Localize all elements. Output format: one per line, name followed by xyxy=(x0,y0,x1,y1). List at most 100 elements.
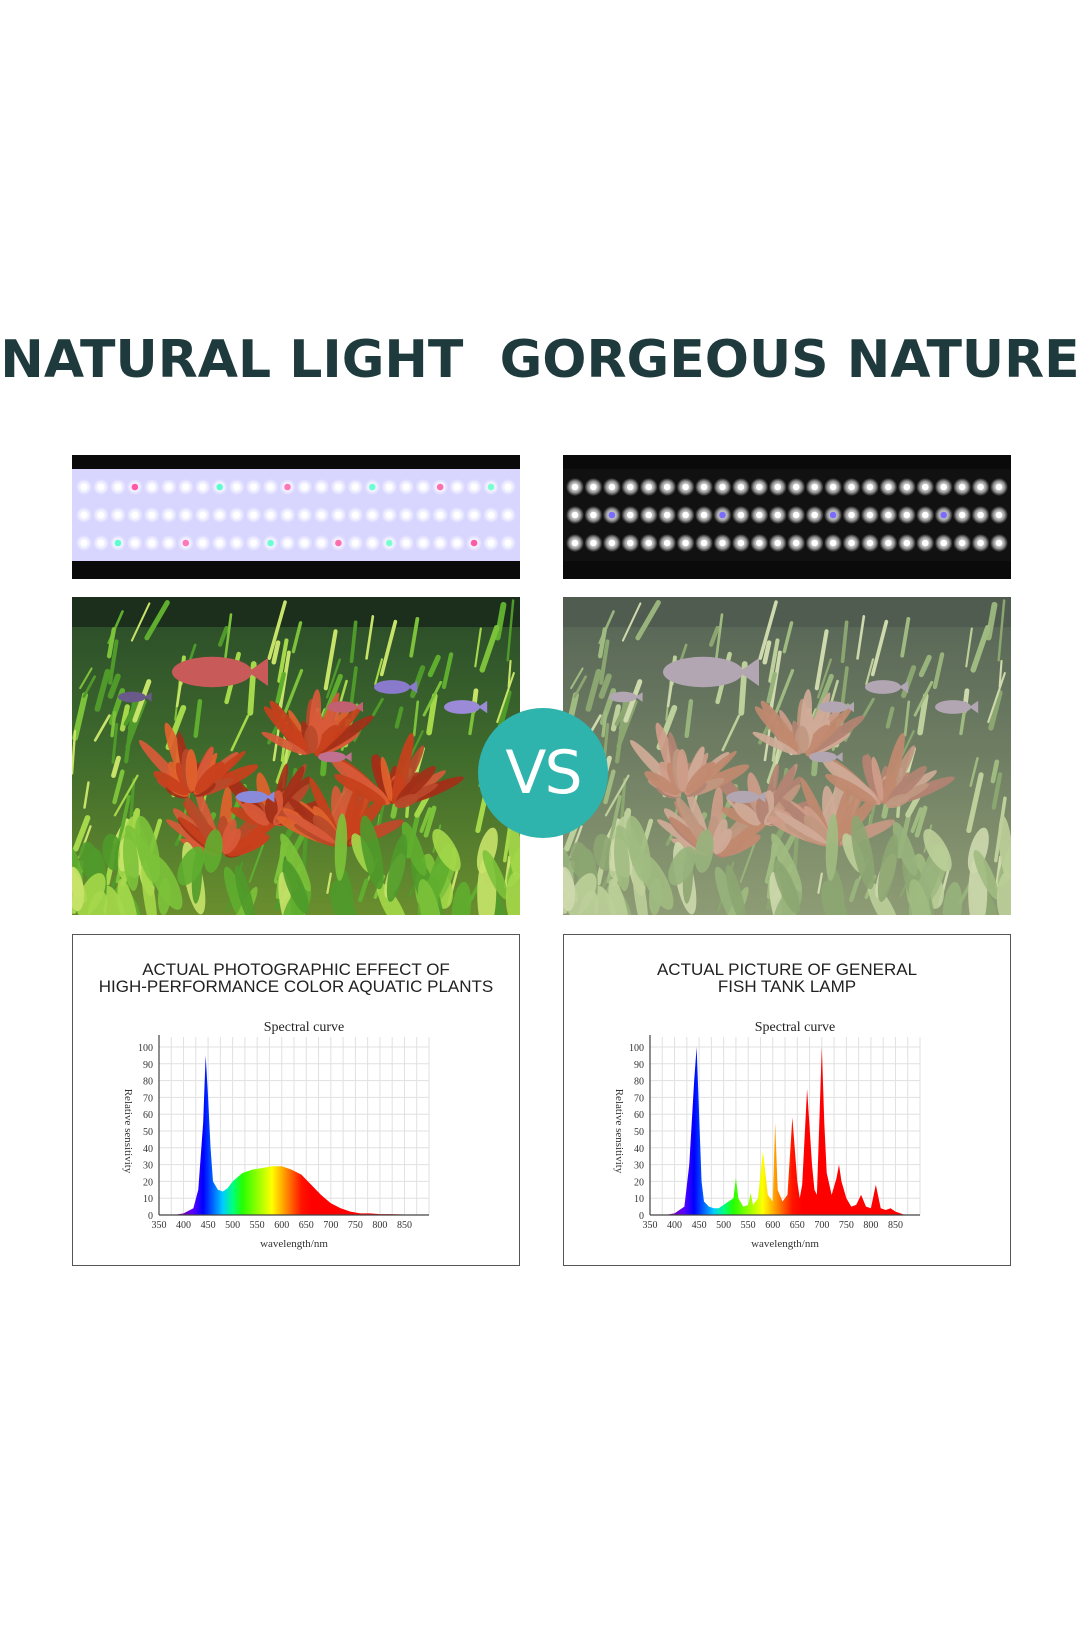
led-dot xyxy=(848,483,855,491)
plant-leaf xyxy=(494,601,507,641)
y-axis-label: Relative sensitivity xyxy=(122,1089,134,1174)
plant-leaf xyxy=(234,864,255,915)
plant-leaf xyxy=(918,654,932,678)
led-dot xyxy=(352,483,359,491)
plant-leaf xyxy=(87,890,108,915)
plant-leaf xyxy=(763,727,771,762)
red-plant-leaf xyxy=(242,802,270,826)
plant-leaf xyxy=(113,774,139,817)
plant-leaf xyxy=(610,704,621,732)
led-dot xyxy=(131,539,139,547)
led-dot xyxy=(977,511,984,519)
plant-leaf xyxy=(280,833,311,892)
led-dot xyxy=(792,511,800,519)
fish-tail xyxy=(846,701,854,713)
led-dot xyxy=(571,511,579,519)
led-dot xyxy=(977,483,984,491)
plant-leaf xyxy=(917,692,929,736)
spectrum-chart-card-right: ACTUAL PICTURE OF GENERAL FISH TANK LAMP… xyxy=(563,934,1011,1266)
y-tick-label: 100 xyxy=(138,1043,153,1054)
led-dot xyxy=(199,539,207,547)
plant-leaf xyxy=(771,833,802,892)
plant-leaf xyxy=(593,833,614,871)
led-dot xyxy=(885,539,892,547)
plant-leaf xyxy=(135,815,161,883)
red-plant-leaf xyxy=(185,749,198,792)
led-dot xyxy=(719,483,726,491)
plant-leaf xyxy=(608,878,630,915)
plant-leaf xyxy=(814,629,829,691)
plant-leaf xyxy=(578,890,599,915)
led-dot xyxy=(148,539,156,547)
y-tick-label: 50 xyxy=(634,1127,644,1138)
plant-leaf xyxy=(598,673,612,699)
led-dot xyxy=(216,511,223,519)
red-plant-leaf xyxy=(885,793,910,809)
led-dot xyxy=(284,539,291,547)
plant-leaf xyxy=(990,759,1000,784)
fish xyxy=(172,656,252,688)
chart-title: Spectral curve xyxy=(264,1020,344,1035)
fish xyxy=(118,691,146,703)
x-tick-label: 750 xyxy=(348,1220,363,1231)
plant-leaf xyxy=(967,827,989,874)
plant-leaf xyxy=(599,639,610,685)
plant-leaf xyxy=(626,815,652,883)
plant-leaf xyxy=(419,807,432,833)
led-dot xyxy=(645,511,653,519)
red-plant-leaf xyxy=(312,815,340,845)
spectrum-area xyxy=(173,1055,420,1215)
vs-badge: VS xyxy=(478,708,608,838)
y-tick-label: 10 xyxy=(143,1194,153,1205)
plant-leaf xyxy=(374,658,384,686)
plant-leaf xyxy=(614,831,630,891)
led-dot xyxy=(903,539,911,547)
plant-leaf xyxy=(769,872,786,915)
led-dot xyxy=(148,511,156,519)
led-dot xyxy=(165,483,173,491)
plant-leaf xyxy=(821,880,850,915)
plant-leaf xyxy=(908,879,934,915)
led-dot xyxy=(663,483,671,491)
plant-leaf xyxy=(278,872,295,915)
led-dot xyxy=(284,483,291,491)
led-dot xyxy=(419,539,427,547)
fish-tail xyxy=(899,680,909,694)
led-dot xyxy=(627,511,634,519)
led-dot xyxy=(453,483,461,491)
red-plant-leaf xyxy=(394,793,419,809)
plant-leaf xyxy=(856,615,866,660)
fish-tail xyxy=(739,658,759,686)
plant-leaf xyxy=(111,755,121,778)
led-dot xyxy=(848,539,855,547)
led-dot xyxy=(756,511,763,519)
red-plant-leaf xyxy=(644,771,680,796)
led-dot xyxy=(921,539,929,547)
chart-title: Spectral curve xyxy=(755,1020,835,1035)
plant-leaf xyxy=(371,697,384,718)
led-dot xyxy=(811,483,818,491)
led-dot xyxy=(385,483,393,491)
led-dot xyxy=(627,539,634,547)
plant-leaf xyxy=(94,668,111,712)
spectrum-chart: Spectral curve 0 10 20 30 40 50 60 70 80 90 100 350 4… xyxy=(613,1020,921,1250)
y-tick-label: 20 xyxy=(143,1177,153,1188)
plant-leaf xyxy=(422,680,443,717)
plant-leaf xyxy=(563,866,576,912)
red-plant-leaf xyxy=(752,731,798,755)
red-plant-leaf xyxy=(804,724,830,755)
plant-leaf xyxy=(616,700,638,749)
led-dot xyxy=(774,539,782,547)
plant-leaf xyxy=(282,860,309,914)
plant-leaf xyxy=(248,839,266,883)
led-dot xyxy=(233,539,240,547)
led-dot xyxy=(267,539,274,547)
plant-leaf xyxy=(271,640,281,665)
plant-leaf xyxy=(996,871,1011,915)
plant-leaf xyxy=(684,699,694,738)
fish-tail xyxy=(248,658,268,686)
plant-leaf xyxy=(851,815,875,890)
fish-tail xyxy=(478,700,488,714)
plant-leaf xyxy=(725,864,746,915)
led-dot xyxy=(958,539,966,547)
